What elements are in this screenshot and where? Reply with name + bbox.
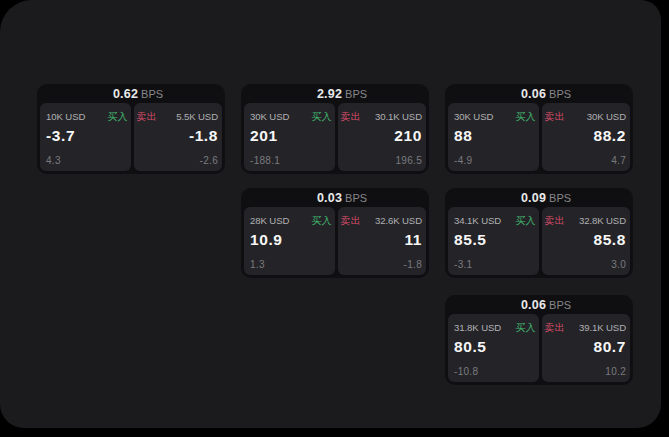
sell-label: 卖出 <box>137 111 157 123</box>
sell-sub-value: 10.2 <box>545 366 627 377</box>
buy-sub-value: -4.9 <box>454 155 536 166</box>
sell-card[interactable]: 卖出 30K USD 88.2 4.7 <box>542 103 631 171</box>
bps-unit-label: BPS <box>141 88 163 100</box>
buy-label: 买入 <box>312 215 332 227</box>
buy-amount: 34.1K USD <box>454 215 501 227</box>
panel-header: 2.92 BPS <box>244 84 426 103</box>
buy-sub-value: -3.1 <box>454 259 536 270</box>
bps-unit-label: BPS <box>549 299 571 311</box>
buy-value: -3.7 <box>46 127 128 145</box>
quote-panel: 0.03 BPS 28K USD 买入 10.9 1.3 卖出 32.6K US… <box>241 188 429 278</box>
sell-amount: 32.8K USD <box>579 215 626 227</box>
buy-card[interactable]: 30K USD 买入 201 -188.1 <box>244 103 335 171</box>
bps-unit-label: BPS <box>345 88 367 100</box>
buy-card[interactable]: 10K USD 买入 -3.7 4.3 <box>40 103 131 171</box>
bps-value: 0.06 <box>521 298 546 312</box>
buy-label: 买入 <box>516 111 536 123</box>
sell-value: 210 <box>341 127 423 145</box>
buy-sub-value: 1.3 <box>250 259 332 270</box>
sell-sub-value: 196.5 <box>341 155 423 166</box>
quote-panel: 0.06 BPS 31.8K USD 买入 80.5 -10.8 卖出 39.1… <box>445 295 633 385</box>
sell-label: 卖出 <box>341 111 361 123</box>
bps-value: 0.06 <box>521 87 546 101</box>
sell-card[interactable]: 卖出 39.1K USD 80.7 10.2 <box>542 314 631 382</box>
app-surface: 0.62 BPS 10K USD 买入 -3.7 4.3 卖出 5.5K USD… <box>0 0 661 428</box>
sell-sub-value: 4.7 <box>545 155 627 166</box>
sell-value: 88.2 <box>545 127 627 145</box>
sell-value: -1.8 <box>137 127 219 145</box>
panel-header: 0.03 BPS <box>244 188 426 207</box>
bps-unit-label: BPS <box>345 192 367 204</box>
sell-sub-value: -2.6 <box>137 155 219 166</box>
buy-amount: 30K USD <box>250 111 289 123</box>
sell-sub-value: -1.8 <box>341 259 423 270</box>
sell-amount: 32.6K USD <box>375 215 422 227</box>
sell-label: 卖出 <box>545 215 565 227</box>
sell-value: 80.7 <box>545 338 627 356</box>
quote-panel: 0.06 BPS 30K USD 买入 88 -4.9 卖出 30K USD 8… <box>445 84 633 174</box>
sell-label: 卖出 <box>545 111 565 123</box>
buy-card[interactable]: 30K USD 买入 88 -4.9 <box>448 103 539 171</box>
sell-value: 11 <box>341 231 423 249</box>
buy-card[interactable]: 28K USD 买入 10.9 1.3 <box>244 207 335 275</box>
buy-value: 88 <box>454 127 536 145</box>
sell-card[interactable]: 卖出 5.5K USD -1.8 -2.6 <box>134 103 223 171</box>
sell-sub-value: 3.0 <box>545 259 627 270</box>
buy-label: 买入 <box>516 322 536 334</box>
buy-label: 买入 <box>312 111 332 123</box>
buy-value: 85.5 <box>454 231 536 249</box>
buy-amount: 28K USD <box>250 215 289 227</box>
buy-card[interactable]: 31.8K USD 买入 80.5 -10.8 <box>448 314 539 382</box>
sell-amount: 5.5K USD <box>176 111 218 123</box>
sell-card[interactable]: 卖出 32.6K USD 11 -1.8 <box>338 207 427 275</box>
buy-amount: 31.8K USD <box>454 322 501 334</box>
buy-sub-value: -188.1 <box>250 155 332 166</box>
buy-value: 201 <box>250 127 332 145</box>
quote-panel: 2.92 BPS 30K USD 买入 201 -188.1 卖出 30.1K … <box>241 84 429 174</box>
buy-label: 买入 <box>108 111 128 123</box>
panel-header: 0.62 BPS <box>40 84 222 103</box>
sell-label: 卖出 <box>341 215 361 227</box>
quote-panel: 0.09 BPS 34.1K USD 买入 85.5 -3.1 卖出 32.8K… <box>445 188 633 278</box>
buy-sub-value: -10.8 <box>454 366 536 377</box>
sell-amount: 39.1K USD <box>579 322 626 334</box>
bps-value: 0.62 <box>113 87 138 101</box>
panel-header: 0.06 BPS <box>448 84 630 103</box>
panel-header: 0.06 BPS <box>448 295 630 314</box>
sell-label: 卖出 <box>545 322 565 334</box>
bps-value: 0.03 <box>317 191 342 205</box>
bps-unit-label: BPS <box>549 192 571 204</box>
buy-value: 80.5 <box>454 338 536 356</box>
sell-card[interactable]: 卖出 32.8K USD 85.8 3.0 <box>542 207 631 275</box>
buy-amount: 10K USD <box>46 111 85 123</box>
sell-value: 85.8 <box>545 231 627 249</box>
sell-amount: 30K USD <box>587 111 626 123</box>
bps-value: 0.09 <box>521 191 546 205</box>
sell-amount: 30.1K USD <box>375 111 422 123</box>
bps-value: 2.92 <box>317 87 342 101</box>
quote-panel: 0.62 BPS 10K USD 买入 -3.7 4.3 卖出 5.5K USD… <box>37 84 225 174</box>
buy-value: 10.9 <box>250 231 332 249</box>
bps-unit-label: BPS <box>549 88 571 100</box>
panel-header: 0.09 BPS <box>448 188 630 207</box>
buy-label: 买入 <box>516 215 536 227</box>
buy-card[interactable]: 34.1K USD 买入 85.5 -3.1 <box>448 207 539 275</box>
sell-card[interactable]: 卖出 30.1K USD 210 196.5 <box>338 103 427 171</box>
buy-amount: 30K USD <box>454 111 493 123</box>
buy-sub-value: 4.3 <box>46 155 128 166</box>
